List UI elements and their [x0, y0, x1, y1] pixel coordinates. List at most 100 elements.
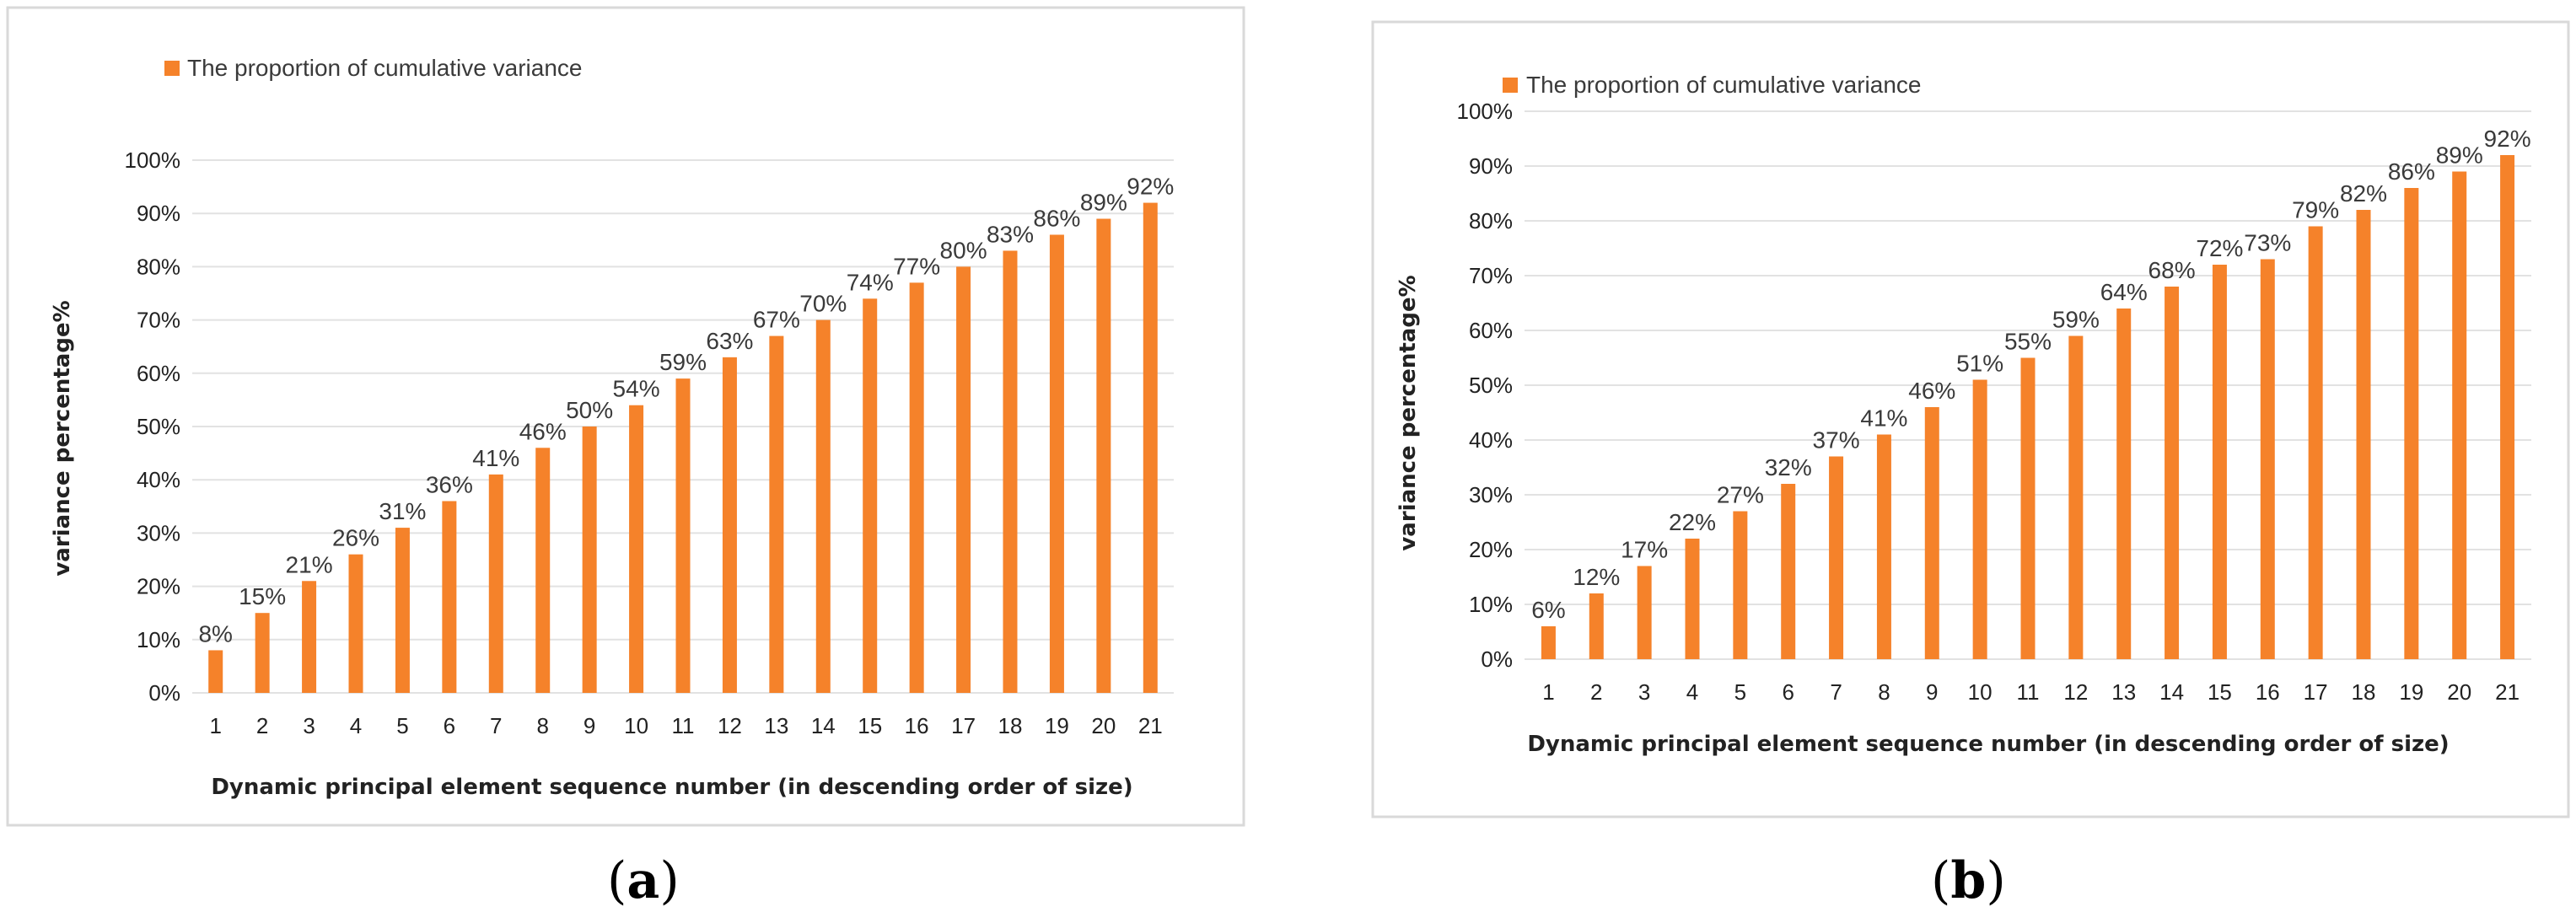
bar — [1589, 593, 1604, 659]
bars-a — [208, 202, 1158, 694]
bar — [582, 427, 597, 693]
data-label: 64% — [2100, 279, 2148, 305]
data-label: 68% — [2148, 257, 2196, 283]
x-tick-label: 19 — [2399, 679, 2423, 705]
bar — [1829, 456, 1844, 659]
data-label: 80% — [940, 237, 987, 263]
x-tick-label: 8 — [536, 713, 548, 738]
x-tick-label: 5 — [1734, 679, 1746, 705]
data-label: 50% — [566, 397, 613, 423]
bar — [1637, 566, 1652, 659]
legend-label-b: The proportion of cumulative variance — [1526, 72, 1921, 98]
y-tick-label: 100% — [1457, 99, 1514, 124]
bar — [909, 282, 924, 693]
bar — [1781, 484, 1796, 659]
data-labels-a: 8% 15%21%26%31%36%41%46%50%54%59%63%67%70… — [198, 174, 1174, 647]
y-tick-label: 10% — [137, 627, 180, 652]
x-tick-label: 11 — [2017, 679, 2040, 705]
x-axis-title-b: Dynamic principal element sequence numbe… — [1527, 732, 2449, 757]
y-tick-label: 50% — [137, 414, 180, 439]
x-tick-label: 6 — [444, 713, 455, 738]
x-tick-label: 12 — [718, 713, 742, 738]
bars-b — [1541, 155, 2515, 659]
data-label: 92% — [1127, 174, 1174, 200]
x-tick-label: 19 — [1045, 713, 1069, 738]
legend-label-a: The proportion of cumulative variance — [187, 55, 582, 81]
bar — [2308, 226, 2323, 659]
data-label: 59% — [2052, 307, 2100, 333]
bar — [629, 405, 644, 693]
data-label: 15% — [239, 583, 286, 609]
data-label: 12% — [1573, 564, 1620, 590]
bar — [302, 581, 317, 693]
y-tick-label: 20% — [137, 574, 180, 599]
data-label: 79% — [2292, 197, 2339, 223]
bar — [1685, 539, 1700, 659]
x-tick-label: 18 — [2352, 679, 2376, 705]
bar — [2500, 155, 2515, 659]
x-axis-ticks-a: 1 2 3 4 5 6 7 8 9 10 11 12 13 14 15 16 17 18 19 20 21 — [209, 713, 1162, 738]
x-tick-label: 20 — [2447, 679, 2471, 705]
x-tick-label: 16 — [2256, 679, 2280, 705]
x-tick-label: 17 — [2304, 679, 2328, 705]
y-tick-label: 0% — [148, 680, 180, 706]
y-tick-label: 60% — [1469, 318, 1513, 343]
y-tick-label: 30% — [1469, 482, 1513, 507]
bar — [1541, 626, 1556, 659]
y-tick-label: 40% — [137, 467, 180, 492]
data-label: 41% — [1860, 405, 1907, 432]
bar — [722, 357, 737, 693]
panel-label-a: (a) — [607, 851, 680, 910]
x-tick-label: 21 — [2495, 679, 2520, 705]
y-axis-title-a: variance percentage% — [50, 300, 75, 576]
data-label: 86% — [2388, 158, 2435, 185]
data-label: 92% — [2484, 126, 2531, 152]
bar — [1876, 434, 1891, 659]
data-label: 51% — [1956, 351, 2003, 377]
x-tick-label: 15 — [858, 713, 882, 738]
y-tick-label: 70% — [1469, 263, 1513, 288]
data-label: 27% — [1717, 482, 1764, 508]
data-label: 21% — [286, 551, 333, 577]
y-tick-label: 100% — [125, 148, 181, 173]
y-tick-label: 20% — [1469, 537, 1513, 562]
x-tick-label: 7 — [1830, 679, 1842, 705]
data-label: 37% — [1813, 427, 1860, 453]
bar — [208, 650, 223, 693]
data-label: 36% — [426, 471, 473, 497]
bar — [956, 266, 971, 693]
y-tick-label: 50% — [1469, 373, 1513, 398]
data-label: 54% — [613, 376, 660, 402]
bar — [863, 298, 878, 693]
x-tick-label: 14 — [2159, 679, 2184, 705]
bar — [1143, 202, 1158, 693]
bar — [2260, 259, 2275, 659]
x-tick-label: 13 — [2111, 679, 2136, 705]
data-labels-b: 6% 12%17%22%27%32%37%41%46%51%55%59%64%68… — [1531, 126, 2530, 623]
y-tick-label: 70% — [137, 308, 180, 333]
y-axis-ticks-a: 0% 10% 20% 30% 40% 50% 60% 70% 80% 90% 100% — [125, 148, 181, 706]
x-axis-ticks-b: 1 2 3 4 5 6 7 8 9 10 11 12 13 14 15 16 17 18 19 20 21 — [1542, 679, 2520, 705]
x-tick-label: 6 — [1782, 679, 1794, 705]
data-label: 46% — [1908, 378, 1955, 404]
data-label: 8% — [198, 620, 232, 647]
x-tick-label: 16 — [905, 713, 929, 738]
data-label: 82% — [2340, 180, 2387, 207]
bar — [2356, 210, 2371, 659]
x-tick-label: 4 — [350, 713, 362, 738]
data-label: 89% — [2436, 142, 2483, 169]
data-label: 55% — [2004, 329, 2052, 355]
data-label: 89% — [1080, 190, 1127, 216]
y-axis-ticks-b: 0% 10% 20% 30% 40% 50% 60% 70% 80% 90% 100% — [1457, 99, 1514, 672]
y-tick-label: 90% — [1469, 153, 1513, 179]
y-tick-label: 10% — [1469, 592, 1513, 617]
x-tick-label: 10 — [624, 713, 648, 738]
x-tick-label: 3 — [303, 713, 315, 738]
x-tick-label: 21 — [1138, 713, 1163, 738]
x-tick-label: 1 — [1542, 679, 1554, 705]
data-label: 32% — [1765, 454, 1812, 480]
y-tick-label: 30% — [137, 520, 180, 545]
x-tick-label: 1 — [209, 713, 221, 738]
x-tick-label: 11 — [672, 713, 695, 738]
bar — [1049, 234, 1064, 694]
